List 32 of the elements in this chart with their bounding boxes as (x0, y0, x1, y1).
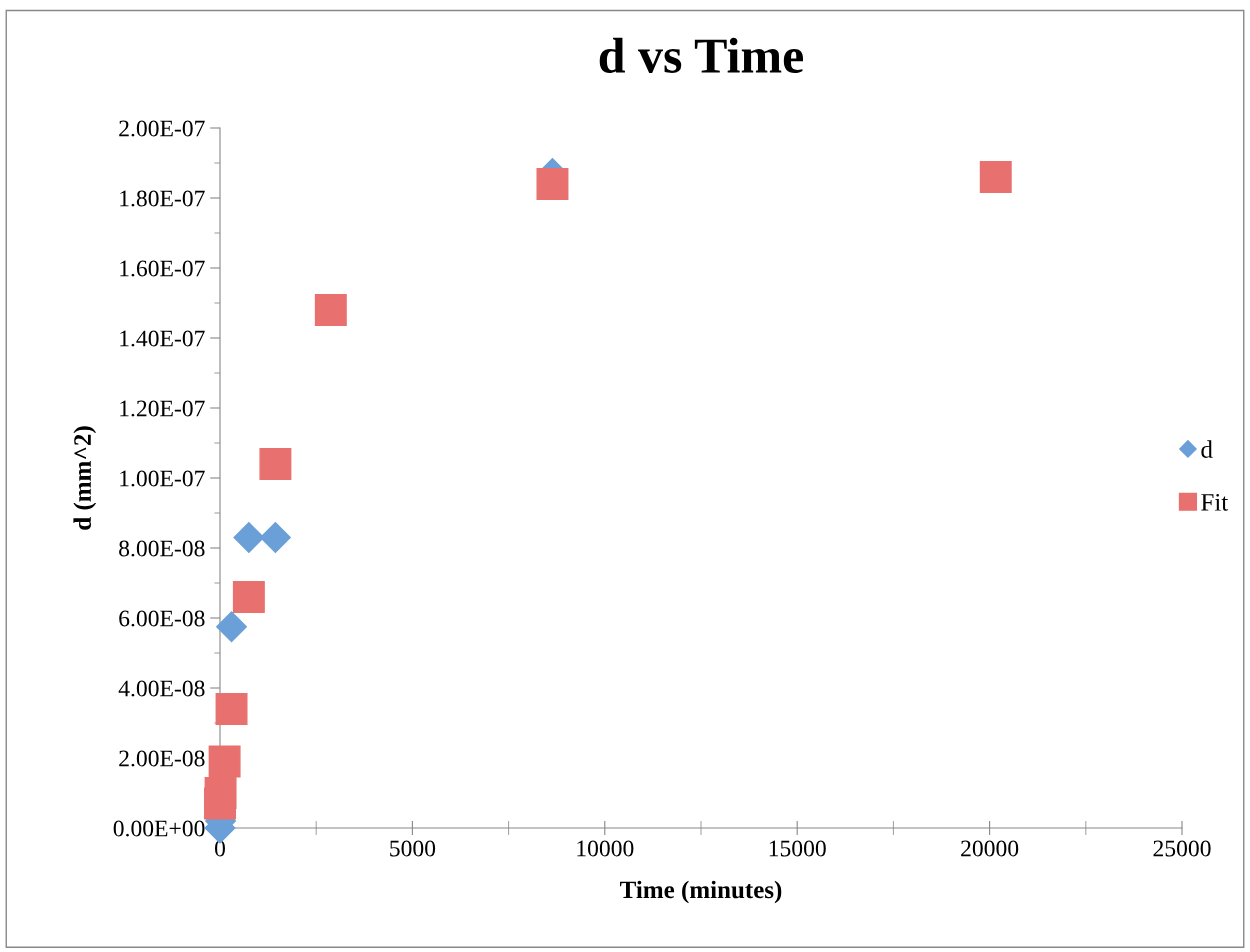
y-tick-label: 4.00E-08 (118, 680, 205, 697)
point (216, 611, 247, 643)
point (208, 745, 241, 778)
y-tick-label: 6.00E-08 (119, 610, 205, 627)
x-tick-label: 5000 (390, 840, 436, 857)
x-tick-label: 10000 (577, 840, 634, 857)
point (232, 581, 265, 613)
x-tick-label: 20000 (961, 840, 1019, 857)
point (979, 161, 1012, 193)
y-tick-label: 2.00E-07 (119, 120, 205, 137)
point (314, 294, 347, 326)
x-tick-label: 25000 (1153, 840, 1211, 857)
y-tick-label: 0.00E+00 (113, 820, 205, 837)
y-tick-label: 2.00E-08 (119, 750, 205, 767)
point (215, 693, 248, 725)
point (259, 522, 291, 553)
legend-label: d (1201, 440, 1213, 458)
y-tick-label: 8.00E-08 (119, 540, 205, 557)
y-tick-label: 1.00E-07 (120, 470, 205, 487)
legend-label: Fit (1201, 493, 1229, 511)
y-tick-label: 1.60E-07 (120, 260, 205, 277)
point (204, 777, 237, 809)
chart-title: d vs Time (599, 37, 803, 73)
y-tick-label: 1.40E-07 (120, 330, 205, 347)
point (233, 522, 265, 553)
point (536, 168, 569, 200)
x-axis-title: Time (minutes) (620, 880, 782, 904)
y-axis-title: d (mm^2) (73, 426, 97, 530)
y-tick-label: 1.80E-07 (120, 190, 205, 207)
y-tick-label: 1.20E-07 (120, 400, 205, 417)
x-tick-label: 15000 (769, 840, 826, 857)
point (259, 448, 292, 480)
